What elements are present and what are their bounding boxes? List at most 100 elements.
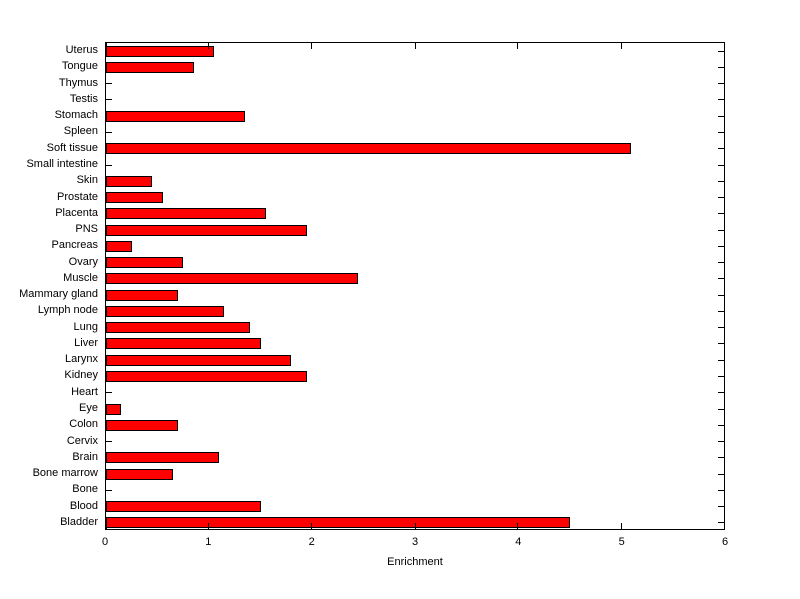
- y-tick-mark: [718, 229, 724, 231]
- y-tick-mark: [106, 99, 112, 101]
- x-tick-mark: [208, 523, 210, 529]
- bar-colon: [106, 419, 179, 431]
- y-axis-label-bone-marrow: Bone marrow: [32, 467, 98, 480]
- x-tick-label-6: 6: [721, 536, 729, 548]
- bar-lung: [106, 322, 251, 334]
- y-tick-mark: [718, 506, 724, 508]
- y-tick-mark: [718, 473, 724, 475]
- x-tick-mark: [517, 43, 519, 49]
- y-axis-label-lung: Lung: [73, 320, 98, 333]
- y-tick-mark: [718, 99, 724, 101]
- y-tick-mark: [718, 392, 724, 394]
- y-axis-label-soft-tissue: Soft tissue: [46, 141, 98, 154]
- y-tick-mark: [718, 83, 724, 85]
- y-axis-label-brain: Brain: [72, 450, 98, 463]
- y-tick-mark: [718, 164, 724, 166]
- bar-muscle: [106, 273, 359, 285]
- x-axis-title: Enrichment: [387, 556, 443, 568]
- y-axis-label-mammary-gland: Mammary gland: [19, 288, 98, 301]
- x-tick-label-3: 3: [411, 536, 419, 548]
- y-axis-label-small-intestine: Small intestine: [26, 158, 98, 170]
- y-tick-mark: [718, 245, 724, 247]
- bar-bladder: [106, 517, 570, 529]
- bar-bone-marrow: [106, 468, 173, 480]
- y-axis-label-tongue: Tongue: [61, 60, 98, 73]
- y-axis-label-prostate: Prostate: [57, 190, 98, 203]
- y-tick-mark: [718, 278, 724, 280]
- y-axis-label-colon: Colon: [69, 418, 98, 431]
- y-tick-mark: [718, 115, 724, 117]
- x-tick-mark: [311, 43, 313, 49]
- y-tick-mark: [718, 489, 724, 491]
- y-tick-mark: [718, 148, 724, 150]
- bar-eye: [106, 403, 122, 415]
- bar-lymph-node: [106, 305, 225, 317]
- y-tick-mark: [718, 294, 724, 296]
- y-tick-mark: [718, 50, 724, 52]
- bar-brain: [106, 452, 220, 464]
- x-tick-mark: [620, 43, 622, 49]
- y-tick-mark: [718, 359, 724, 361]
- y-tick-mark: [106, 392, 112, 394]
- x-tick-mark: [208, 43, 210, 49]
- x-tick-mark: [723, 43, 725, 49]
- x-tick-label-4: 4: [515, 536, 522, 548]
- y-axis-label-ovary: Ovary: [68, 255, 98, 268]
- y-axis-label-bone: Bone: [72, 483, 98, 496]
- bar-tongue: [106, 61, 194, 73]
- x-tick-mark: [105, 43, 107, 49]
- y-tick-mark: [718, 375, 724, 377]
- x-tick-label-1: 1: [205, 536, 212, 548]
- y-axis-label-blood: Blood: [69, 499, 98, 512]
- y-tick-mark: [106, 164, 112, 166]
- y-axis-label-placenta: Placenta: [55, 206, 98, 219]
- bar-soft-tissue: [106, 143, 632, 155]
- x-tick-mark: [723, 523, 725, 529]
- y-axis-label-larynx: Larynx: [64, 353, 98, 366]
- y-tick-mark: [718, 66, 724, 68]
- y-axis-label-spleen: Spleen: [63, 125, 98, 138]
- x-tick-label-0: 0: [101, 536, 109, 548]
- y-tick-mark: [718, 197, 724, 199]
- y-tick-mark: [718, 262, 724, 264]
- x-tick-mark: [105, 523, 107, 529]
- y-tick-mark: [718, 441, 724, 443]
- x-tick-mark: [620, 523, 622, 529]
- y-tick-mark: [106, 83, 112, 85]
- y-tick-mark: [718, 408, 724, 410]
- y-tick-mark: [106, 131, 112, 133]
- bar-ovary: [106, 257, 184, 269]
- x-tick-mark: [414, 43, 416, 49]
- y-tick-mark: [106, 441, 112, 443]
- bar-uterus: [106, 45, 215, 57]
- x-tick-label-5: 5: [618, 536, 625, 548]
- y-tick-mark: [718, 310, 724, 312]
- y-axis-label-liver: Liver: [74, 336, 98, 349]
- x-tick-label-2: 2: [308, 536, 315, 548]
- y-axis-label-cervix: Cervix: [66, 434, 98, 447]
- y-tick-mark: [718, 424, 724, 426]
- bar-larynx: [106, 354, 292, 366]
- bar-kidney: [106, 370, 307, 382]
- y-axis-label-bladder: Bladder: [60, 515, 98, 528]
- y-axis-label-skin: Skin: [76, 174, 98, 187]
- y-axis-label-muscle: Muscle: [63, 271, 98, 284]
- y-axis-label-pancreas: Pancreas: [51, 239, 98, 252]
- bar-stomach: [106, 110, 246, 122]
- bar-skin: [106, 175, 153, 187]
- bar-placenta: [106, 208, 266, 220]
- x-tick-mark: [517, 523, 519, 529]
- y-axis-label-kidney: Kidney: [64, 369, 98, 382]
- bar-mammary-gland: [106, 289, 179, 301]
- x-tick-mark: [414, 523, 416, 529]
- bar-pancreas: [106, 240, 132, 252]
- y-tick-mark: [106, 489, 112, 491]
- bar-blood: [106, 501, 261, 513]
- y-axis-label-stomach: Stomach: [54, 109, 98, 122]
- x-tick-mark: [311, 523, 313, 529]
- y-tick-mark: [718, 327, 724, 329]
- y-axis-label-lymph-node: Lymph node: [37, 304, 98, 317]
- bar-liver: [106, 338, 261, 350]
- y-axis-label-pns: PNS: [75, 223, 98, 236]
